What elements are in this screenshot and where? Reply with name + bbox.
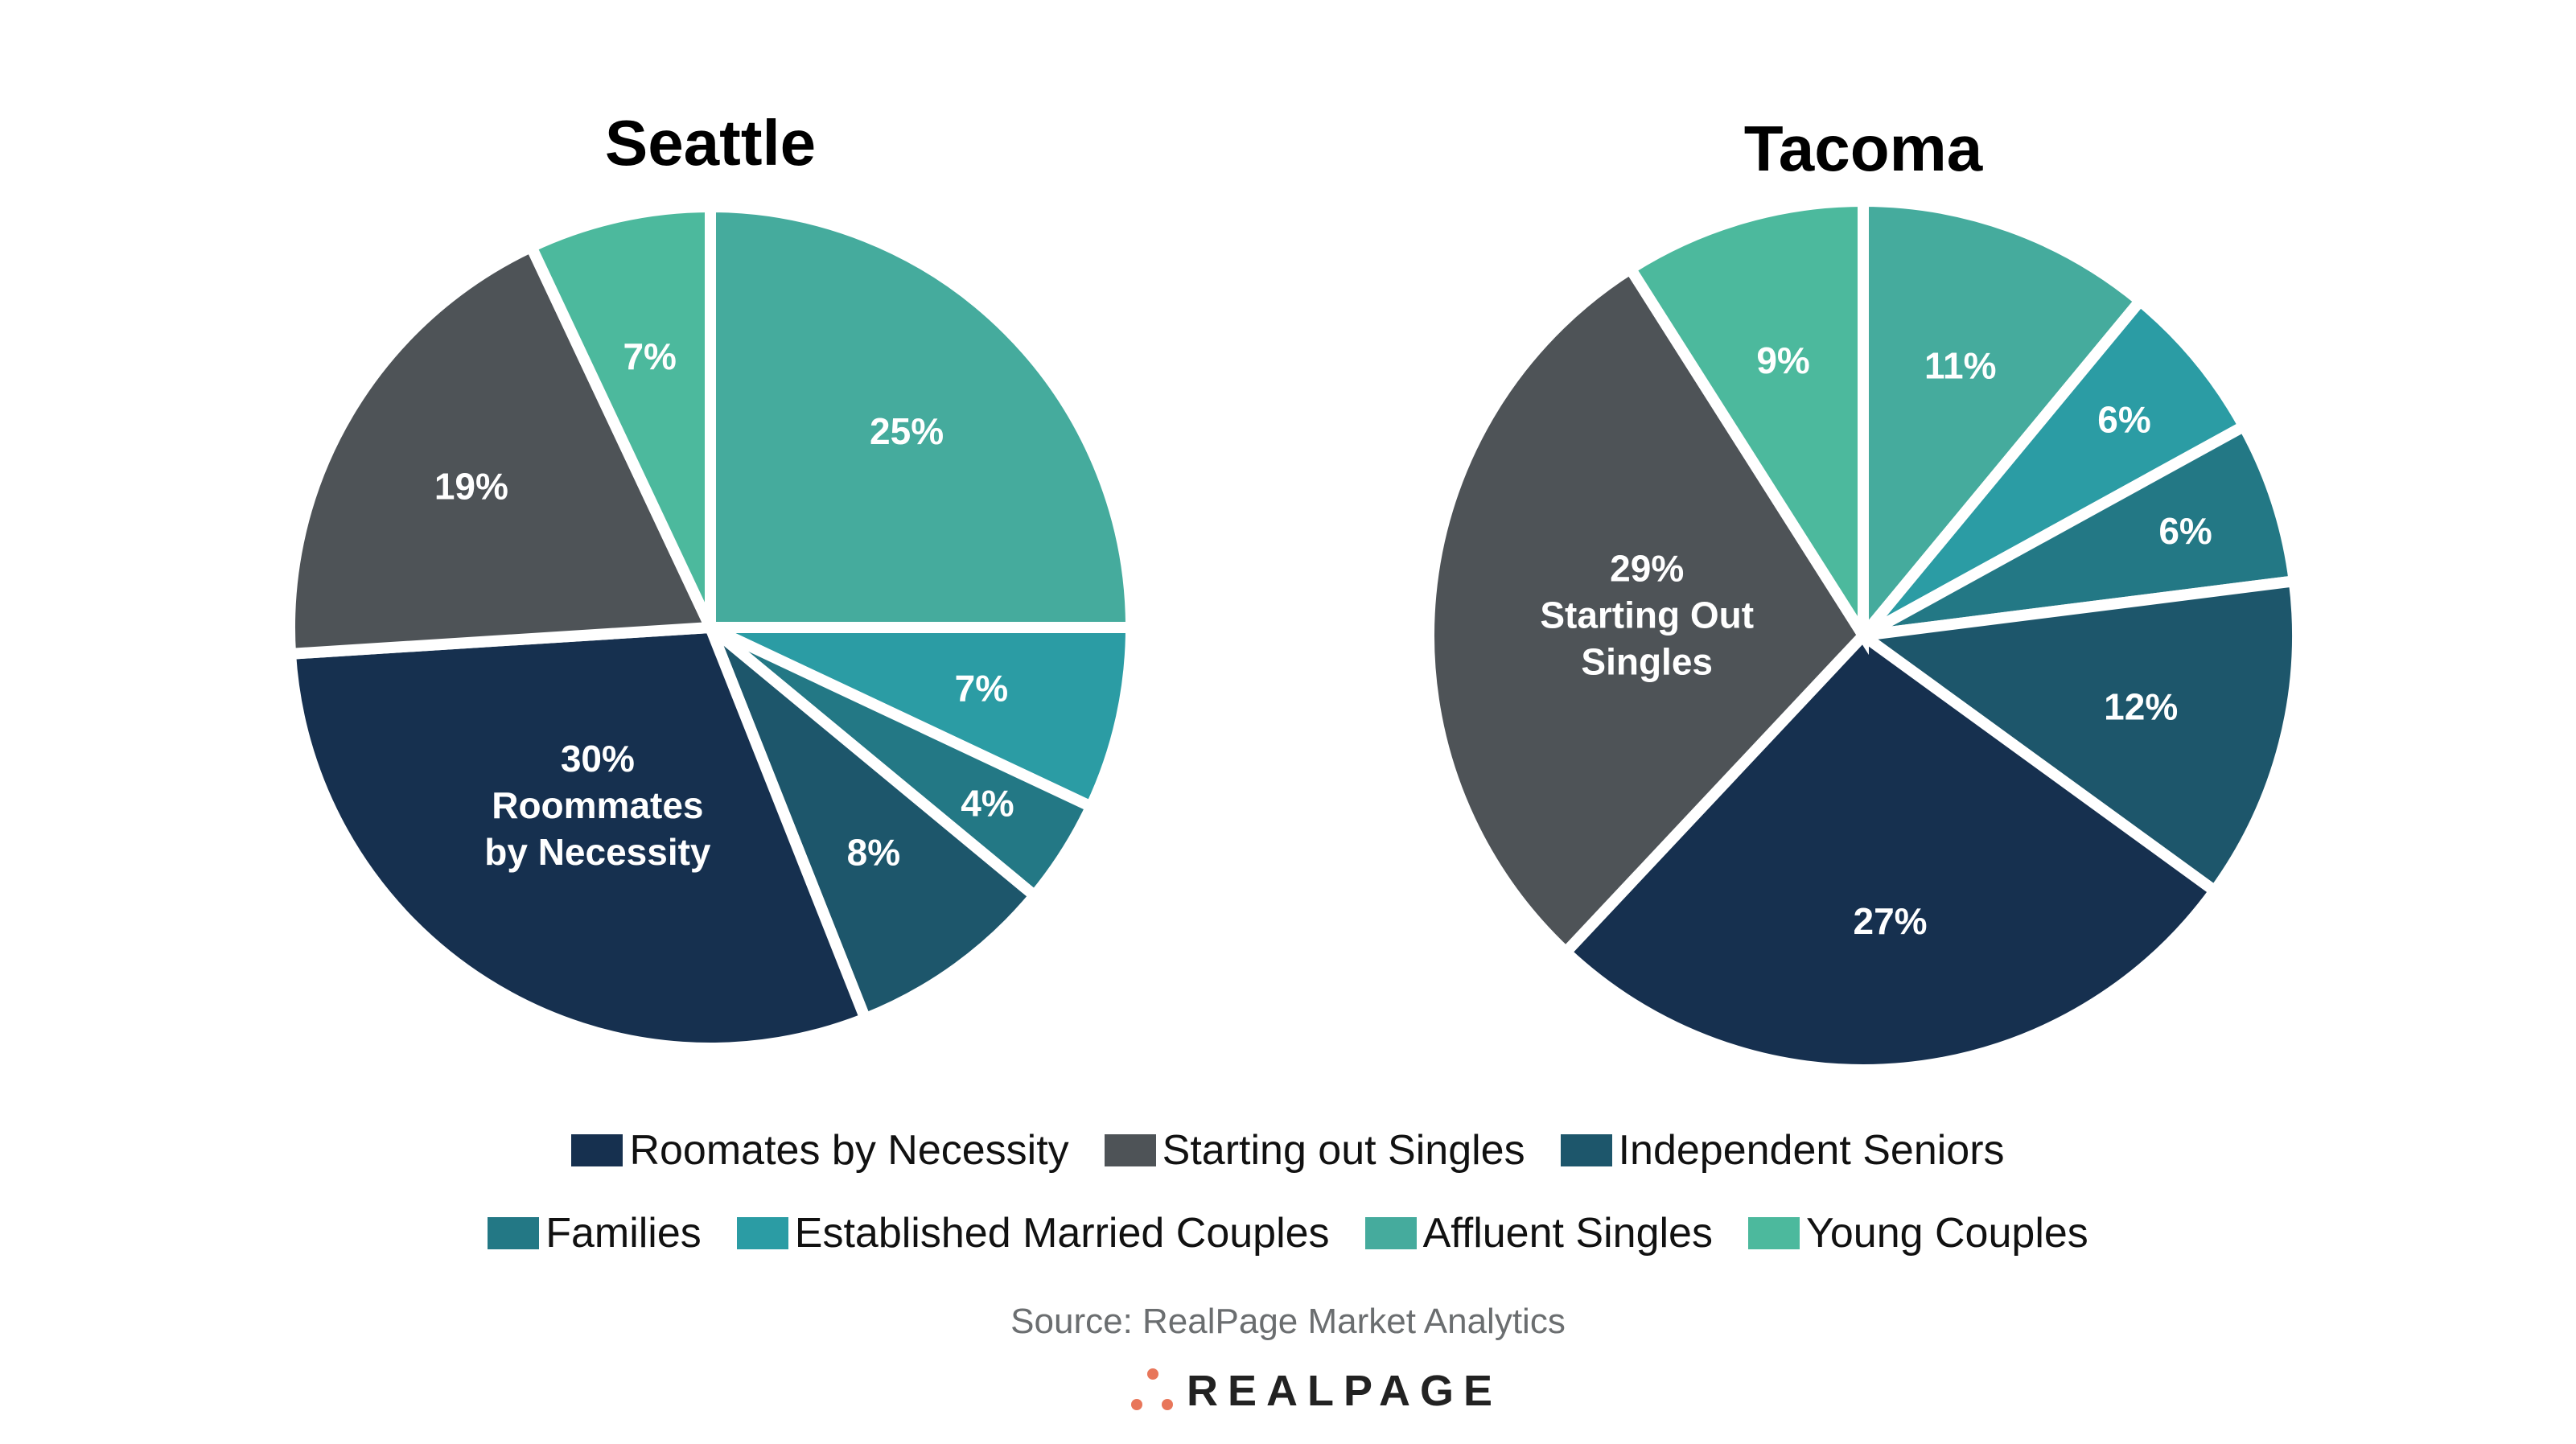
pie-slice-starting-out-singles xyxy=(1423,261,1870,961)
logo-text: REALPAGE xyxy=(1187,1367,1503,1415)
legend-item-independent-seniors: Independent Seniors xyxy=(1560,1126,2005,1175)
logo-dots-icon xyxy=(1131,1368,1173,1410)
pie-slice-independent-seniors xyxy=(1848,574,2303,899)
legend-item-families: Families xyxy=(488,1209,702,1257)
legend-swatch xyxy=(1747,1217,1800,1249)
slice-label: 7% xyxy=(623,335,676,377)
legend-label: Families xyxy=(545,1210,702,1257)
legend-label: Independent Seniors xyxy=(1618,1127,2005,1174)
legend-swatch xyxy=(488,1217,540,1249)
pie-slice-roomates-by-necessity xyxy=(284,621,873,1054)
slice-label: 12% xyxy=(2104,686,2178,728)
legend-row: Families Established Married Couples Afflu… xyxy=(0,1209,2576,1257)
legend-swatch xyxy=(736,1217,788,1249)
legend-label: Young Couples xyxy=(1805,1210,2088,1257)
slice-label: 9% xyxy=(1756,339,1809,381)
pie-slice-affluent-singles xyxy=(705,200,1138,633)
legend-item-starting-out-singles: Starting out Singles xyxy=(1104,1126,1525,1175)
pie-slice-families xyxy=(1860,418,2301,641)
slice-label: 7% xyxy=(955,667,1008,709)
legend-item-affluent-singles: Affluent Singles xyxy=(1364,1209,1713,1257)
slice-label: 4% xyxy=(961,783,1014,825)
chart-title: Tacoma xyxy=(1744,113,1983,184)
slice-label: 19% xyxy=(434,465,508,507)
pie-charts: Seattle 25% 7% 4% 8% 30% Roommates by Necessity… xyxy=(284,107,2303,1076)
legend-item-roomates-by-necessity: Roomates by Necessity xyxy=(571,1126,1069,1175)
pie-slice-affluent-singles xyxy=(1858,195,2149,652)
realpage-logo: REALPAGE xyxy=(1130,1368,1502,1413)
pie-slice-young-couples xyxy=(524,200,716,630)
legend-item-established-married-couples: Established Married Couples xyxy=(736,1209,1330,1257)
slice-label: 11% xyxy=(1924,345,1997,387)
legend-item-young-couples: Young Couples xyxy=(1747,1209,2088,1257)
slice-label: 30% Roommates by Necessity xyxy=(484,738,711,873)
legend-swatch xyxy=(1104,1134,1156,1166)
legend-swatch xyxy=(1364,1217,1417,1249)
pie-slice-independent-seniors xyxy=(705,623,1043,1026)
slice-label: 27% xyxy=(1854,900,1928,942)
slice-label: 8% xyxy=(847,831,900,873)
chart-title: Seattle xyxy=(605,107,816,179)
legend-row: Roomates by Necessity Starting out Single… xyxy=(0,1126,2576,1175)
legend-label: Established Married Couples xyxy=(794,1210,1330,1257)
source-note: Source: RealPage Market Analytics xyxy=(1010,1302,1566,1341)
slice-label: 6% xyxy=(2097,399,2150,441)
legend-label: Roomates by Necessity xyxy=(629,1127,1069,1174)
legend-swatch xyxy=(571,1134,623,1166)
legend-label: Starting out Singles xyxy=(1162,1127,1525,1174)
pie-slice-young-couples xyxy=(1622,195,1869,656)
legend-swatch xyxy=(1560,1134,1612,1166)
pie-slice-starting-out-singles xyxy=(284,239,719,660)
pie-slice-established-married-couples xyxy=(1858,293,2252,641)
slice-label: 29% Starting Out Singles xyxy=(1540,548,1754,683)
legend-label: Affluent Singles xyxy=(1422,1210,1713,1257)
slice-label: 6% xyxy=(2158,510,2212,552)
slice-label: 25% xyxy=(870,410,944,452)
pie-slice-roomates-by-necessity xyxy=(1558,627,2223,1076)
